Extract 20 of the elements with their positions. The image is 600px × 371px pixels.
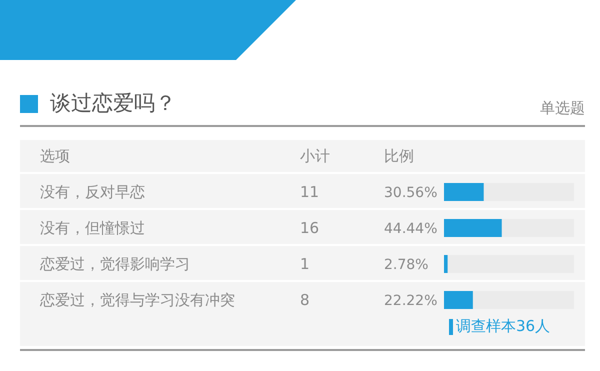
y-tick-label: 没有，反对早恋 — [40, 183, 145, 201]
bar — [444, 291, 473, 309]
data-label: 30.56% — [384, 185, 438, 201]
text: 1 — [300, 255, 310, 273]
y-tick-label: 没有，但憧憬过 — [40, 219, 145, 237]
text: 小计 — [300, 147, 330, 166]
text: 比例 — [384, 147, 414, 166]
data-label: 44.44% — [384, 221, 438, 237]
y-tick-label: 恋爱过，觉得影响学习 — [39, 255, 190, 273]
text: 11 — [300, 183, 320, 201]
data-label: 22.22% — [384, 293, 438, 309]
bar — [444, 255, 448, 273]
text: 8 — [300, 291, 310, 309]
text: 16 — [300, 219, 320, 237]
text: 单选题 — [540, 99, 585, 117]
y-tick-label: 恋爱过，觉得与学习没有冲突 — [39, 291, 235, 309]
annotation: 调查样本36人 — [456, 317, 550, 336]
data-label: 2.78% — [384, 257, 428, 273]
text: 选项 — [40, 147, 70, 166]
text: 谈过恋爱吗？ — [50, 90, 176, 117]
